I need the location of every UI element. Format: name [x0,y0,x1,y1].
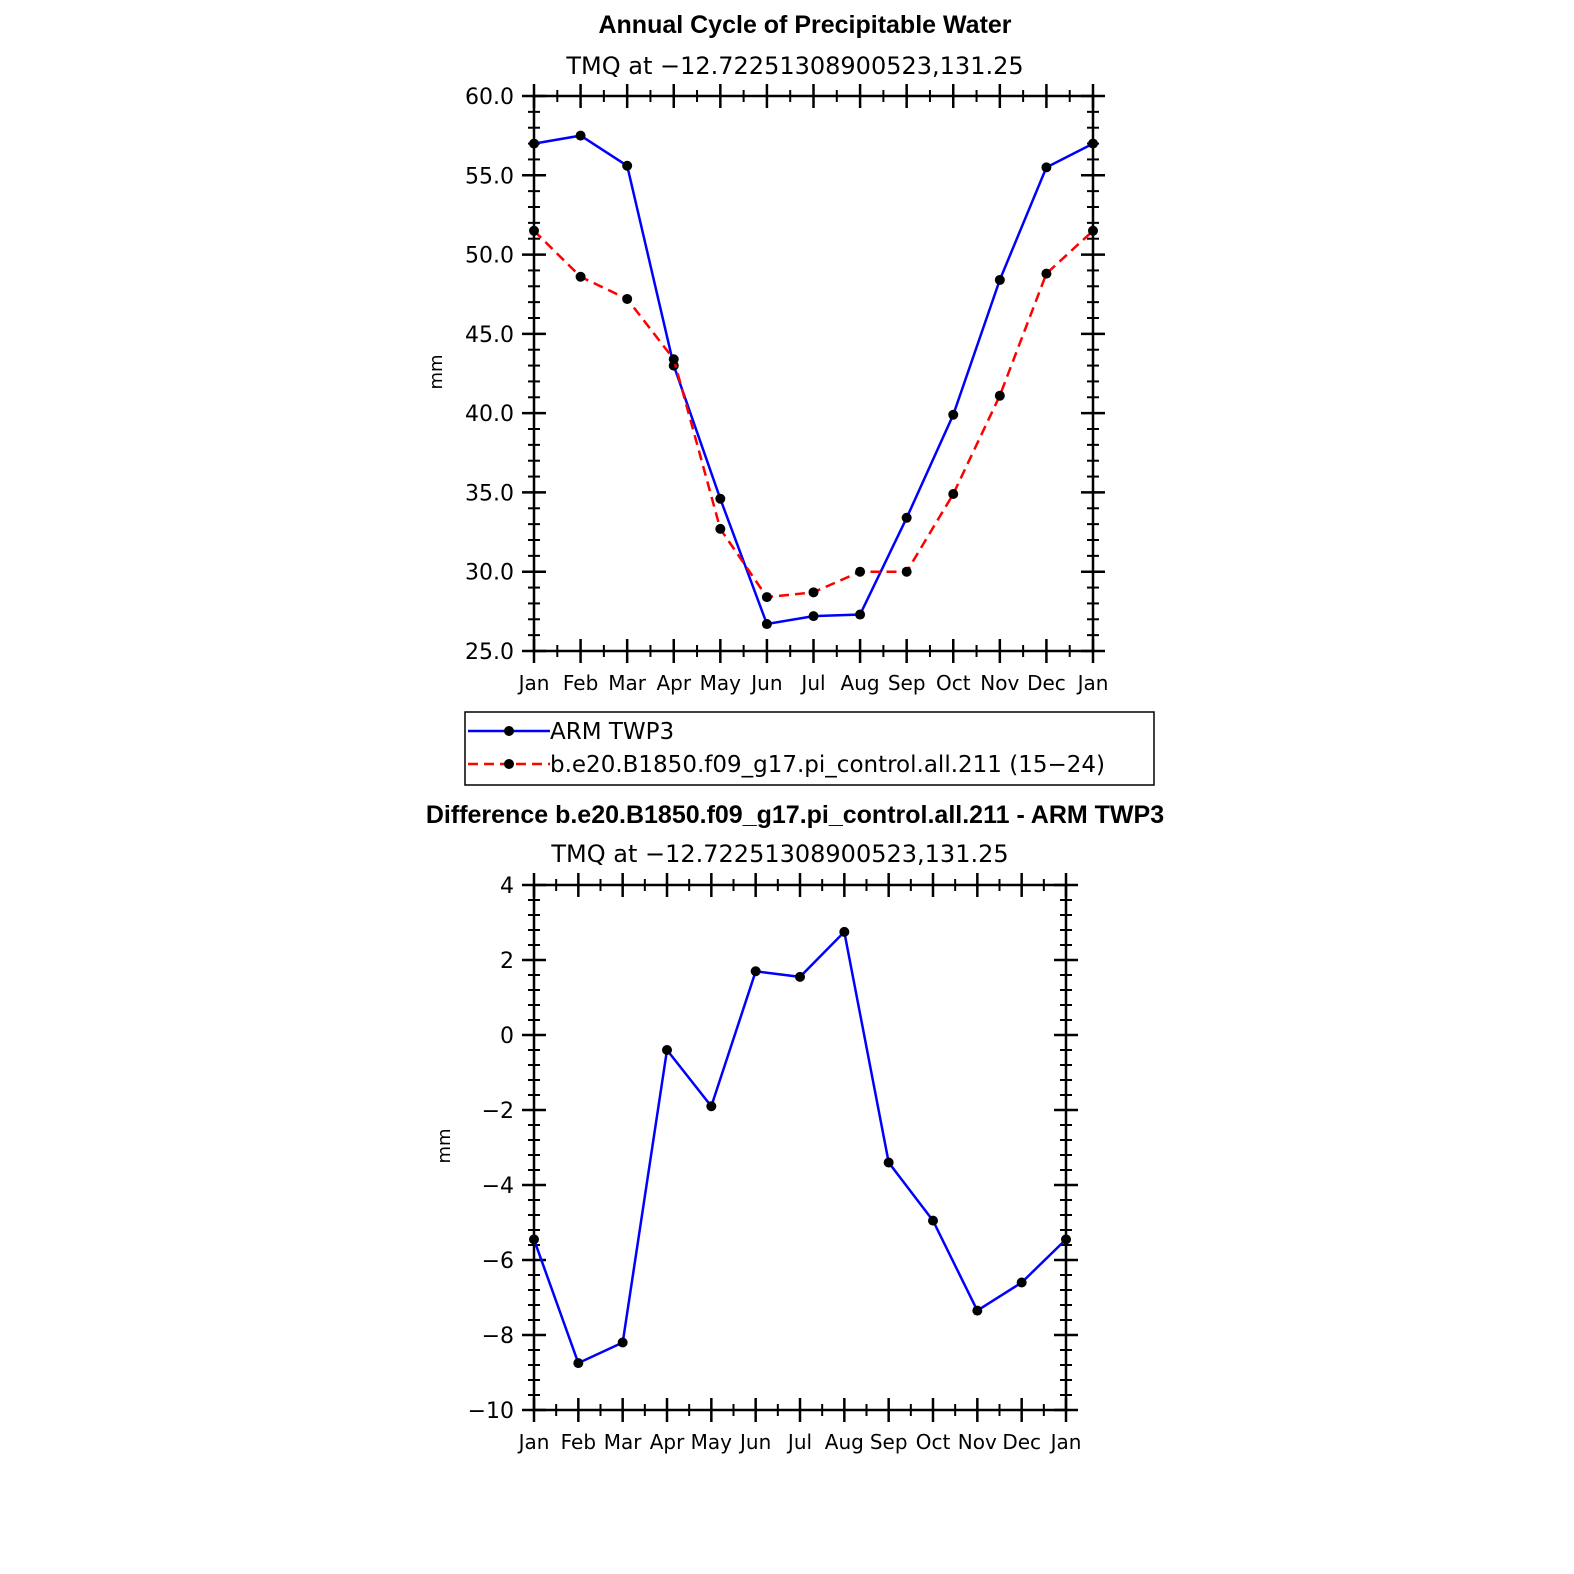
legend-label-model: b.e20.B1850.f09_g17.pi_control.all.211 (… [550,752,1105,778]
data-point [795,971,805,982]
data-point [706,1101,717,1112]
data-point [994,390,1005,401]
series-line-0 [533,134,1094,626]
x-tick-label: Jul [799,671,825,695]
x-tick-label: Sep [870,1430,908,1454]
legend-box [464,711,1155,786]
chart-title: Difference b.e20.B1850.f09_g17.pi_contro… [426,801,1164,829]
chart-subtitle: TMQ at −12.72251308900523,131.25 [550,840,1008,868]
data-point [1041,162,1052,173]
data-point [994,274,1005,285]
data-point [839,926,850,937]
data-point [855,566,866,577]
legend-label-arm: ARM TWP3 [550,719,674,745]
x-tick-label: Feb [563,671,598,695]
data-point [573,1358,584,1369]
data-point [622,293,633,304]
data-point [662,1045,672,1055]
x-tick-label: May [691,1430,733,1454]
data-point [668,354,679,365]
difference-panel: Difference b.e20.B1850.f09_g17.pi_contro… [426,801,1164,1454]
y-tick-label: −8 [482,1324,514,1349]
x-tick-label: Jan [1076,671,1109,695]
data-point [972,1305,983,1316]
x-tick-label: Dec [1002,1430,1041,1454]
y-tick-label: 0 [500,1024,514,1049]
data-point [928,1215,938,1226]
x-tick-label: Mar [604,1430,643,1454]
data-point [1016,1277,1027,1288]
y-tick-label: 2 [500,949,514,974]
legend-marker-model [504,759,514,769]
legend: ARM TWP3 b.e20.B1850.f09_g17.pi_control.… [464,711,1155,786]
data-point [715,523,726,534]
y-axis-label: mm [426,354,447,389]
data-point [761,592,772,603]
data-point [529,225,539,236]
data-point [750,966,761,977]
data-point [761,619,772,630]
data-point [901,566,912,577]
y-tick-label: −6 [482,1249,514,1274]
legend-marker-arm [504,726,514,736]
data-point [808,611,819,622]
x-tick-label: Nov [958,1430,997,1454]
annual-cycle-panel: Annual Cycle of Precipitable Water TMQ a… [426,11,1155,786]
x-tick-label: Apr [656,671,691,695]
y-tick-label: 30.0 [465,561,514,586]
x-tick-label: Jun [738,1430,771,1454]
y-tick-label: 50.0 [465,244,514,269]
data-point [529,1234,539,1245]
y-tick-label: −4 [482,1174,514,1199]
data-point [1041,268,1052,279]
x-tick-label: Aug [825,1430,864,1454]
data-point [1061,1234,1071,1245]
plot-frame [532,883,1068,1412]
x-tick-label: Jun [749,671,782,695]
y-tick-label: 25.0 [465,640,514,665]
y-tick-label: 60.0 [465,85,514,110]
data-point [617,1337,628,1348]
data-point [575,130,586,141]
y-tick-label: 35.0 [465,481,514,506]
data-point [948,409,959,420]
y-tick-label: −10 [468,1399,514,1424]
series-line-0 [532,929,1067,1365]
x-tick-label: Aug [841,671,880,695]
x-tick-label: Nov [980,671,1019,695]
y-tick-label: 40.0 [465,402,514,427]
x-tick-label: Jan [517,671,550,695]
x-tick-label: Oct [936,671,971,695]
x-tick-label: Mar [608,671,647,695]
data-point [1088,225,1098,236]
data-point [855,609,866,620]
series-line-1 [533,229,1094,599]
data-point [808,587,819,598]
data-point [715,493,726,504]
data-point [883,1157,894,1168]
chart-title: Annual Cycle of Precipitable Water [598,11,1011,39]
chart-subtitle: TMQ at −12.72251308900523,131.25 [565,52,1023,80]
data-point [575,271,586,282]
x-tick-label: Jan [517,1430,550,1454]
x-tick-label: Oct [916,1430,951,1454]
y-tick-label: −2 [482,1099,514,1124]
data-point [1088,138,1098,149]
y-tick-label: 4 [500,874,514,899]
data-point [622,160,633,171]
x-tick-label: Jul [786,1430,812,1454]
data-point [901,512,912,523]
x-tick-label: Dec [1027,671,1066,695]
x-tick-label: Feb [561,1430,596,1454]
x-tick-label: Jan [1049,1430,1082,1454]
data-point [948,489,959,500]
x-tick-label: May [700,671,742,695]
y-axis-label: mm [434,1128,455,1163]
data-point [529,138,539,149]
y-tick-label: 45.0 [465,323,514,348]
x-tick-label: Apr [650,1430,685,1454]
y-tick-label: 55.0 [465,164,514,189]
x-tick-label: Sep [888,671,926,695]
